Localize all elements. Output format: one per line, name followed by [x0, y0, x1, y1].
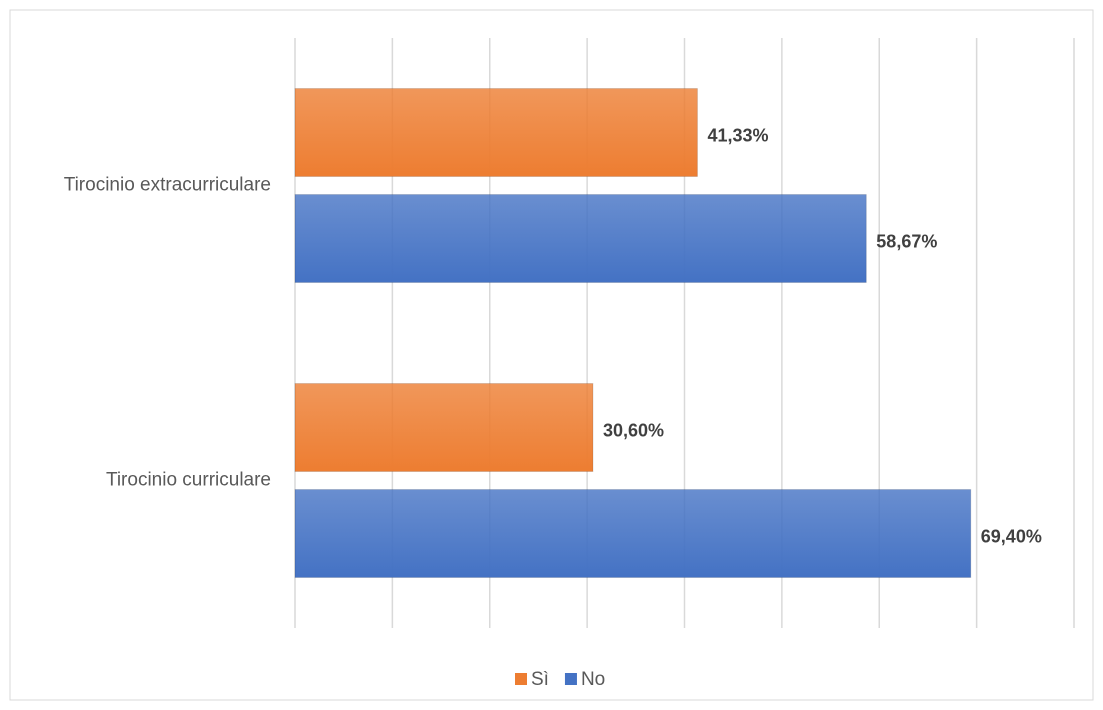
bar — [294, 383, 594, 472]
data-label: 69,40% — [981, 526, 1042, 546]
y-tick-label: Tirocinio extracurriculare — [64, 175, 271, 196]
bar — [294, 88, 698, 177]
legend-label: No — [581, 669, 605, 690]
data-label: 58,67% — [876, 231, 937, 251]
bar — [294, 194, 867, 283]
bar — [294, 489, 972, 578]
data-label: 41,33% — [707, 125, 768, 145]
data-label: 30,60% — [603, 420, 664, 440]
legend-label: Sì — [531, 669, 549, 690]
y-tick-label: Tirocinio curriculare — [106, 470, 271, 491]
legend-swatch — [564, 673, 577, 685]
legend-swatch — [515, 673, 527, 685]
